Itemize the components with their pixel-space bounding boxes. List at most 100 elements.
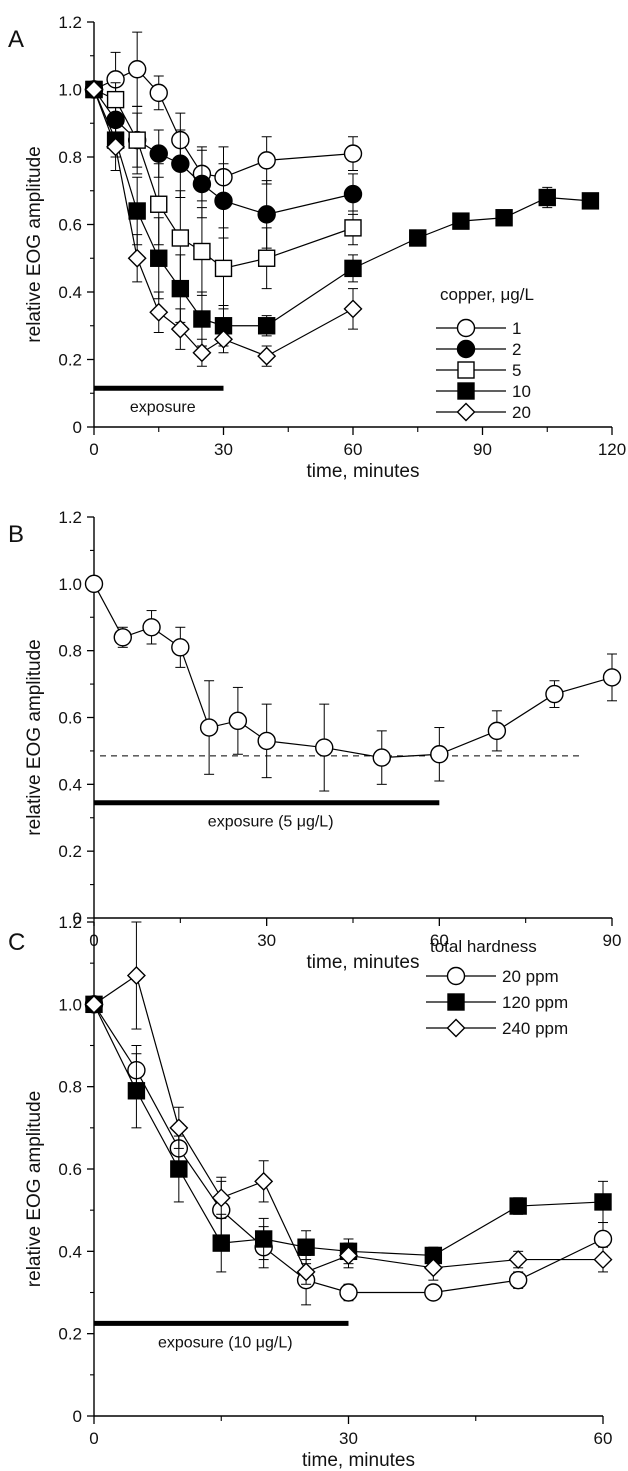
x-tick-label: 30 xyxy=(257,931,276,950)
y-tick-label: 0.6 xyxy=(58,709,82,728)
data-point xyxy=(128,131,146,149)
data-point xyxy=(126,966,146,986)
data-point xyxy=(602,668,622,687)
legend-marker xyxy=(446,1018,466,1038)
series-240-ppm xyxy=(84,921,613,1285)
data-point xyxy=(430,745,449,764)
y-tick-label: 0.2 xyxy=(58,351,82,370)
y-tick-label: 0.4 xyxy=(58,283,82,302)
y-tick-label: 0 xyxy=(73,418,82,437)
panel-c: C 0 0.2 0.4 0.6 0.8 1.0 1.2 0 30 60 time, minutes re… xyxy=(8,913,613,1471)
data-point xyxy=(84,574,104,594)
data-point xyxy=(149,144,168,163)
y-tick-label: 1.2 xyxy=(58,508,82,527)
legend-marker xyxy=(456,339,476,359)
legend: total hardness 20 ppm 120 ppm 240 ppm xyxy=(426,937,568,1038)
data-point xyxy=(127,248,147,268)
data-point xyxy=(593,1229,613,1249)
legend-label: 2 xyxy=(512,340,521,359)
data-point xyxy=(127,1082,146,1100)
y-tick-label: 1.0 xyxy=(58,575,82,594)
series-2 xyxy=(84,80,363,249)
y-tick-label: 1.0 xyxy=(58,995,82,1014)
data-point xyxy=(171,229,190,247)
data-point xyxy=(372,748,391,767)
legend-marker xyxy=(456,318,476,338)
data-point xyxy=(193,242,211,261)
data-point xyxy=(84,80,104,99)
data-point xyxy=(150,249,168,267)
data-point xyxy=(254,1230,273,1248)
y-axis-label: relative EOG amplitude xyxy=(24,639,45,835)
panel-letter: B xyxy=(8,521,24,548)
data-point xyxy=(257,205,276,224)
data-point xyxy=(508,1270,528,1290)
data-point xyxy=(127,60,147,79)
data-point xyxy=(212,1234,230,1252)
y-tick-label: 0.8 xyxy=(58,642,82,661)
y-tick-label: 0.4 xyxy=(58,775,82,794)
data-point xyxy=(128,202,146,220)
data-point xyxy=(424,1283,443,1302)
y-tick-label: 0.8 xyxy=(58,1078,82,1097)
data-point xyxy=(214,191,233,211)
data-point xyxy=(409,229,427,247)
legend-marker xyxy=(456,402,476,422)
data-point xyxy=(113,628,132,647)
series-line xyxy=(93,1004,604,1294)
data-point xyxy=(297,1238,315,1256)
data-point xyxy=(344,259,362,278)
data-point xyxy=(545,684,564,704)
data-point xyxy=(339,1283,358,1302)
data-point xyxy=(509,1197,527,1215)
y-axis-label: relative EOG amplitude xyxy=(24,146,45,342)
data-point xyxy=(343,144,363,163)
y-tick-label: 0.2 xyxy=(58,1325,82,1344)
data-point xyxy=(343,184,363,204)
x-tick-label: 60 xyxy=(344,440,363,459)
data-point xyxy=(171,154,190,173)
data-point xyxy=(257,731,276,751)
legend-marker xyxy=(446,966,466,986)
data-point xyxy=(315,738,334,757)
exposure-label: exposure xyxy=(130,399,196,416)
legend-title: total hardness xyxy=(430,937,537,956)
series-line xyxy=(93,583,613,759)
legend: copper, μg/L 1 2 5 10 20 xyxy=(436,285,534,422)
data-point xyxy=(106,137,126,157)
y-tick-label: 0.6 xyxy=(58,216,82,235)
data-point xyxy=(423,1258,443,1278)
x-tick-label: 60 xyxy=(430,931,449,950)
legend-marker xyxy=(457,361,475,379)
data-point xyxy=(211,1188,231,1208)
exposure-label: exposure (10 μg/L) xyxy=(158,1334,293,1351)
data-point xyxy=(257,151,276,170)
legend-label: 120 ppm xyxy=(502,993,568,1012)
series-line xyxy=(93,974,603,1273)
y-tick-label: 0.4 xyxy=(58,1242,82,1261)
x-tick-label: 30 xyxy=(339,1429,358,1448)
series-line xyxy=(93,1004,604,1257)
data-point xyxy=(149,83,168,103)
legend-marker xyxy=(447,993,465,1011)
data-point xyxy=(149,302,169,322)
legend-label: 5 xyxy=(512,361,521,380)
legend-marker xyxy=(457,382,475,400)
legend-label: 20 ppm xyxy=(502,967,559,986)
data-point xyxy=(257,317,276,335)
data-point xyxy=(142,618,161,637)
data-point xyxy=(594,1193,612,1211)
data-point xyxy=(593,1250,613,1270)
data-point xyxy=(193,310,211,328)
series-10 xyxy=(85,80,600,347)
data-point xyxy=(538,188,556,207)
y-axis-label: relative EOG amplitude xyxy=(24,1091,45,1287)
data-point xyxy=(495,209,513,227)
data-point xyxy=(254,1171,274,1191)
y-tick-label: 1.0 xyxy=(58,81,82,100)
legend-label: 240 ppm xyxy=(502,1019,568,1038)
x-tick-label: 0 xyxy=(89,440,98,459)
data-point xyxy=(170,1160,188,1178)
